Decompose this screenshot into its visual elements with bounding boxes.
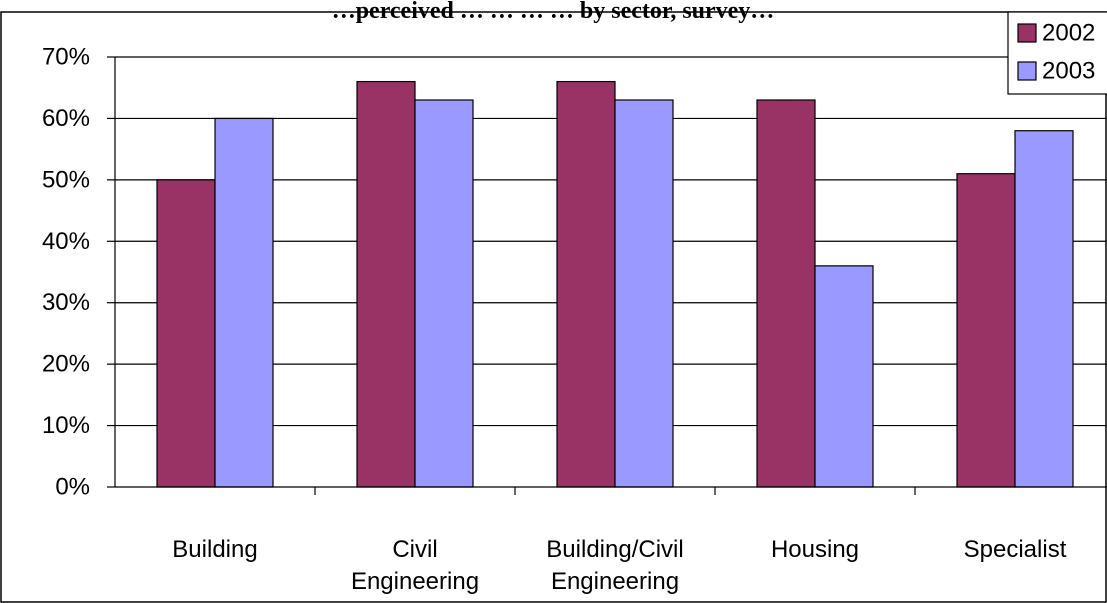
legend-swatch-2002 (1017, 23, 1037, 43)
bar-2002-4 (956, 173, 1016, 488)
axes (107, 56, 1107, 495)
legend-swatch-2003 (1017, 61, 1037, 81)
y-tick-label: 70% (42, 44, 90, 71)
y-tick-label: 10% (42, 412, 90, 439)
bar-2003-2 (614, 99, 674, 488)
x-category-label: Specialist (964, 536, 1067, 563)
bar-2003-3 (814, 265, 874, 488)
y-axis-tick-labels: 0% 10% 20% 30% 40% 50% 60% 70% (42, 44, 90, 501)
x-category-label: Civil Engineering (351, 536, 479, 595)
x-category-label: Building/Civil Engineering (546, 536, 683, 595)
chart-area-border (0, 11, 1107, 603)
x-category-label: Housing (771, 536, 859, 563)
legend-label-2003: 2003 (1042, 58, 1095, 85)
bars (156, 80, 1074, 488)
y-tick-label: 20% (42, 351, 90, 378)
y-tick-label: 30% (42, 289, 90, 316)
bar-2003-4 (1014, 130, 1074, 488)
bar-2002-0 (156, 179, 216, 488)
legend: 2002 2003 (1007, 11, 1107, 95)
y-tick-label: 50% (42, 166, 90, 193)
x-axis-category-labels: Building Civil Engineering Building/Civil En… (172, 536, 1066, 595)
bar-2002-1 (356, 80, 416, 488)
bar-2003-0 (214, 117, 274, 488)
y-tick-label: 40% (42, 228, 90, 255)
x-category-label: Building (172, 536, 257, 563)
bar-2003-1 (414, 99, 474, 488)
bar-2002-3 (756, 99, 816, 488)
y-tick-label: 0% (55, 474, 90, 501)
legend-label-2002: 2002 (1042, 20, 1095, 47)
y-tick-label: 60% (42, 105, 90, 132)
bar-2002-2 (556, 80, 616, 488)
